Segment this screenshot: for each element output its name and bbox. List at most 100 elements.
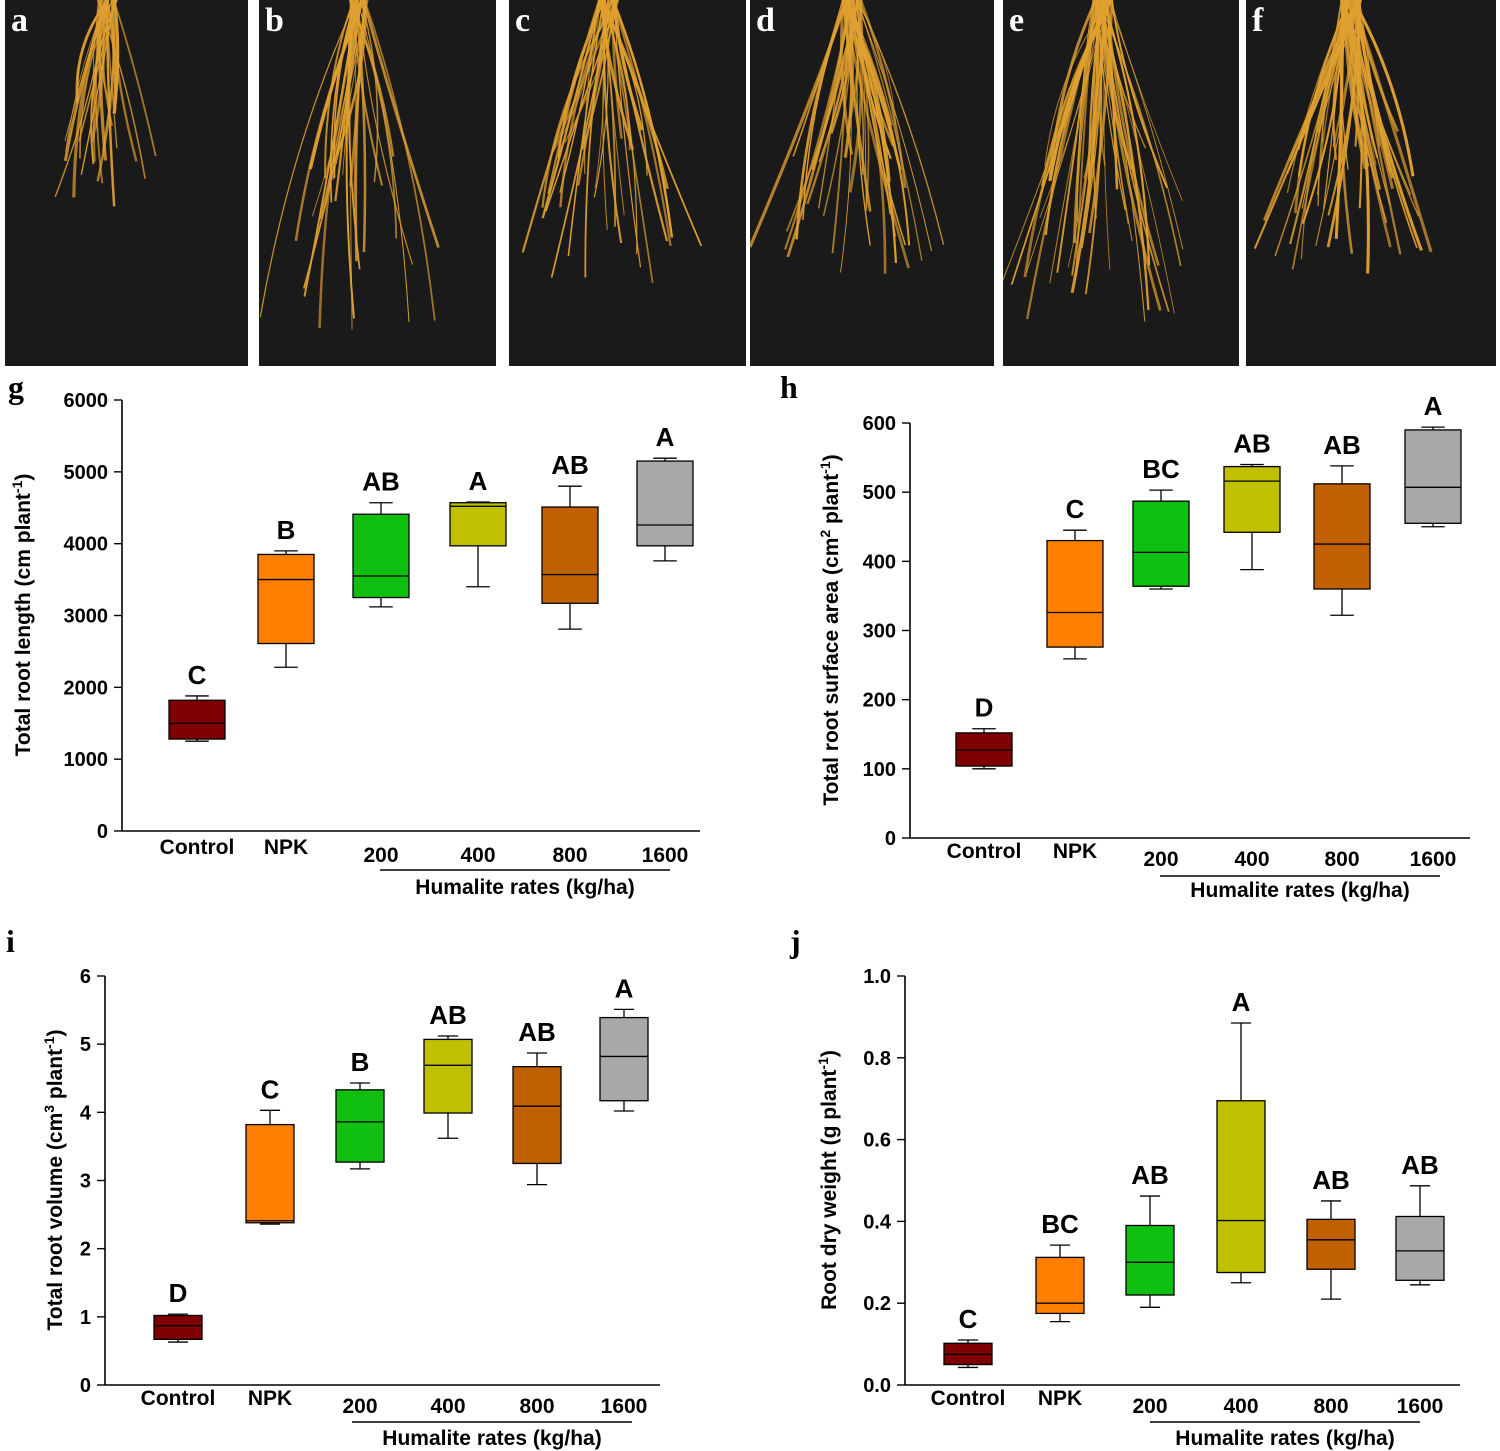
significance-letter: A: [1232, 987, 1251, 1017]
significance-letter: C: [188, 660, 207, 690]
box-iqr: [599, 1016, 649, 1102]
y-tick-label: 200: [863, 690, 896, 712]
y-tick-label: 1: [80, 1307, 91, 1329]
box-iqr: [1404, 429, 1462, 524]
y-label-text: Total root length (cm plant: [12, 493, 35, 756]
y-tick-label: 0: [80, 1375, 91, 1397]
box-400: A: [449, 466, 507, 588]
y-tick-label: 4: [80, 1102, 92, 1124]
photo-panel-letter: b: [265, 2, 284, 39]
category-label: 400: [1234, 848, 1269, 871]
category-label: NPK: [1038, 1387, 1082, 1410]
significance-letter: AB: [1131, 1160, 1169, 1190]
y-tick-label: 0.6: [863, 1130, 891, 1152]
y-tick-label: 6: [80, 966, 91, 988]
y-tick-label: 0.4: [863, 1211, 892, 1233]
category-label: 400: [460, 844, 495, 867]
significance-letter: B: [351, 1047, 370, 1077]
box-iqr: [423, 1038, 473, 1114]
significance-letter: AB: [518, 1017, 556, 1047]
y-axis-label: Total root surface area (cm2 plant-1): [817, 454, 843, 805]
y-label-text: Total root surface area (cm: [820, 538, 843, 806]
y-tick-label: 5000: [64, 462, 109, 484]
significance-letter: AB: [362, 467, 400, 497]
root-photo-a: a: [5, 0, 248, 366]
box-iqr: [955, 732, 1013, 767]
y-tick-label: 0.0: [863, 1375, 891, 1397]
category-label: 800: [552, 844, 587, 867]
significance-letter: D: [169, 1278, 188, 1308]
root-photo-image: [509, 0, 746, 366]
box-iqr: [257, 553, 315, 645]
category-label: Control: [160, 836, 235, 859]
significance-letter: A: [1424, 391, 1443, 421]
box-1600: A: [1404, 391, 1462, 528]
box-iqr: [449, 502, 507, 547]
y-label-superscript: -1: [41, 1036, 57, 1049]
x-group-label: Humalite rates (kg/ha): [415, 876, 634, 899]
y-tick-label: 6000: [64, 390, 109, 412]
photo-panel-letter: d: [756, 2, 775, 39]
box-iqr: [1216, 1100, 1266, 1274]
category-label: Control: [947, 840, 1022, 863]
box-iqr: [352, 513, 410, 599]
box-200: AB: [352, 467, 410, 608]
y-tick-label: 0: [97, 821, 108, 843]
category-label: Control: [931, 1387, 1006, 1410]
category-label: Control: [141, 1387, 216, 1410]
box-npk: B: [257, 515, 315, 668]
significance-letter: B: [277, 515, 296, 545]
y-label-superscript: -1: [817, 461, 833, 474]
box-800: AB: [512, 1017, 562, 1186]
box-800: AB: [1313, 430, 1371, 616]
significance-letter: A: [615, 973, 634, 1003]
panel-letter: j: [789, 923, 801, 959]
root-photo-image: [1003, 0, 1239, 366]
y-label-text: plant: [820, 474, 843, 530]
box-400: AB: [1223, 429, 1281, 571]
category-label: 800: [519, 1395, 554, 1418]
photo-panel-letter: e: [1009, 2, 1025, 39]
significance-letter: C: [1066, 494, 1085, 524]
x-group-label: Humalite rates (kg/ha): [1175, 1427, 1394, 1450]
y-tick-label: 4000: [64, 534, 109, 556]
significance-letter: A: [469, 466, 488, 496]
box-control: C: [168, 660, 226, 742]
root-photo-f: f: [1246, 0, 1496, 366]
box-1600: AB: [1395, 1150, 1445, 1286]
box-iqr: [1035, 1256, 1085, 1315]
y-axis-label: Total root length (cm plant-1): [9, 474, 35, 757]
category-label: NPK: [1053, 840, 1097, 863]
x-group-label: Humalite rates (kg/ha): [1190, 879, 1409, 902]
box-npk: C: [1046, 494, 1104, 660]
y-tick-label: 100: [863, 759, 896, 781]
box-200: B: [335, 1047, 385, 1170]
panel-letter: g: [8, 369, 24, 405]
box-1600: A: [636, 422, 694, 562]
box-iqr: [1223, 465, 1281, 533]
category-label: 800: [1313, 1395, 1348, 1418]
box-control: C: [943, 1304, 993, 1369]
chart-panel-h: h 0 100 200 300 400 500 600 Total root surface a…: [780, 369, 1470, 902]
panel-letter: i: [6, 923, 15, 959]
category-label: 200: [1143, 848, 1178, 871]
root-photo-b: b: [259, 0, 496, 366]
significance-letter: AB: [1323, 430, 1361, 460]
box-iqr: [541, 506, 599, 604]
y-tick-label: 3: [80, 1171, 91, 1193]
significance-letter: AB: [1312, 1165, 1350, 1195]
y-tick-label: 1.0: [863, 966, 891, 988]
photo-panel-letter: f: [1252, 2, 1264, 39]
category-label: 1600: [1397, 1395, 1444, 1418]
category-label: NPK: [248, 1387, 292, 1410]
root-photo-image: [259, 0, 496, 366]
y-tick-label: 600: [863, 413, 896, 435]
root-photo-strip: a b c d e f: [0, 0, 1500, 370]
category-label: NPK: [264, 836, 308, 859]
y-label-text: ): [820, 454, 843, 461]
category-label: 400: [1223, 1395, 1258, 1418]
category-label: 400: [430, 1395, 465, 1418]
y-label-text: Total root volume (cm: [44, 1113, 67, 1331]
box-iqr: [153, 1314, 203, 1340]
